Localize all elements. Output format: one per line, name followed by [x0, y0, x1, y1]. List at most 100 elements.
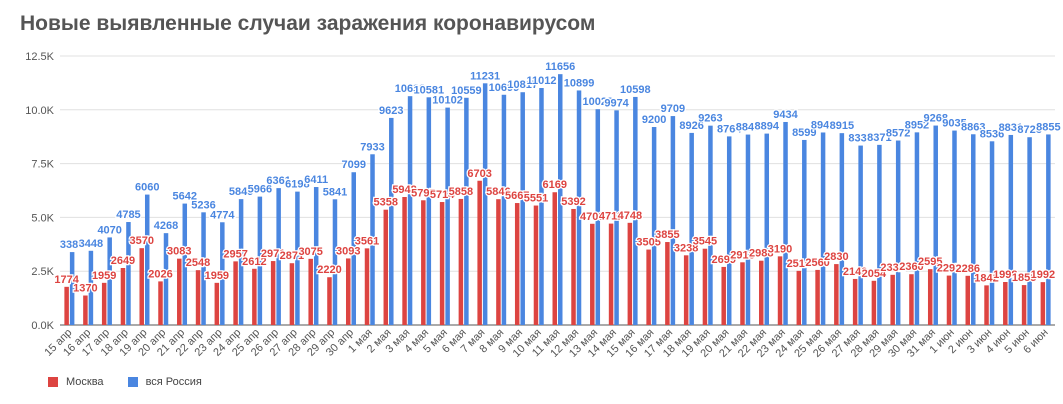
bar-moscow	[759, 260, 764, 325]
data-label-russia: 11012	[526, 75, 556, 87]
bar-moscow	[270, 261, 276, 325]
bar-moscow	[946, 275, 952, 325]
bar-moscow	[496, 199, 501, 325]
bar-russia	[295, 191, 300, 325]
data-label-russia: 4070	[97, 224, 121, 236]
bar-russia	[238, 199, 244, 325]
bar-moscow	[233, 261, 238, 325]
data-label-moscow: 3190	[768, 243, 792, 255]
bar-russia	[257, 196, 263, 325]
data-label-russia: 6198	[285, 179, 309, 191]
bar-russia	[1046, 134, 1051, 325]
legend-item-moscow[interactable]: Москва	[48, 376, 104, 388]
data-label-russia: 8926	[679, 120, 703, 132]
data-label-russia: 5966	[248, 184, 272, 196]
bar-russia	[389, 117, 394, 325]
bar-moscow	[83, 295, 88, 325]
data-label-russia: 7099	[341, 159, 365, 171]
bar-russia	[501, 94, 507, 325]
bar-russia	[426, 97, 432, 326]
data-label-russia: 5841	[323, 186, 347, 198]
bar-russia	[989, 141, 995, 325]
bar-moscow	[514, 203, 520, 325]
data-label-moscow: 2297	[937, 263, 961, 275]
chart-title: Новые выявленные случаи заражения корона…	[20, 12, 596, 35]
bar-moscow	[308, 258, 313, 325]
data-label-russia: 9623	[379, 105, 403, 117]
bar-russia	[708, 125, 713, 325]
bar-russia	[558, 74, 563, 326]
data-label-moscow: 2220	[317, 264, 341, 276]
data-label-moscow: 4748	[618, 210, 642, 222]
bar-moscow	[402, 196, 407, 325]
data-label-russia: 9035	[942, 118, 966, 130]
bar-russia	[144, 194, 150, 325]
bar-russia	[313, 187, 319, 325]
legend: Москва вся Россия	[48, 376, 226, 388]
bar-russia	[877, 144, 882, 325]
bar-russia	[332, 199, 338, 325]
data-label-moscow: 5551	[524, 193, 548, 205]
bar-moscow	[120, 267, 126, 325]
bar-russia	[520, 92, 525, 325]
data-label-moscow: 4703	[580, 211, 604, 223]
bar-moscow	[252, 268, 257, 325]
data-label-moscow: 3505	[636, 237, 660, 249]
bar-moscow	[1021, 285, 1027, 325]
y-tick-label: 7.5K	[31, 159, 54, 171]
bar-moscow	[101, 282, 107, 325]
bar-russia	[69, 252, 75, 325]
bar-moscow	[571, 208, 576, 325]
data-label-russia: 9709	[661, 103, 685, 115]
data-label-russia: 10598	[620, 84, 651, 96]
legend-item-russia[interactable]: вся Россия	[127, 376, 202, 388]
bar-moscow	[608, 223, 614, 325]
data-label-russia: 4774	[210, 209, 235, 221]
y-tick-label: 5.0K	[31, 212, 54, 224]
y-tick-label: 10.0K	[25, 105, 54, 117]
bar-russia	[670, 116, 676, 325]
bar-moscow	[327, 277, 332, 325]
data-label-russia: 6361	[266, 175, 290, 187]
bar-moscow	[627, 222, 633, 325]
data-label-russia: 4785	[116, 209, 140, 221]
bar-russia	[201, 212, 206, 325]
data-label-moscow: 2026	[148, 268, 172, 280]
bar-moscow	[1040, 282, 1046, 325]
data-label-russia: 11231	[470, 70, 500, 82]
bar-russia	[783, 121, 788, 326]
bar-moscow	[64, 286, 69, 325]
bar-moscow	[439, 202, 445, 325]
data-label-moscow: 2560	[805, 257, 829, 269]
data-label-russia: 6060	[135, 182, 159, 194]
bar-moscow	[364, 248, 370, 325]
bar-moscow	[852, 278, 858, 325]
data-label-russia: 8726	[1017, 124, 1041, 136]
data-label-moscow: 6703	[467, 168, 491, 180]
data-label-russia: 8572	[886, 128, 910, 140]
data-label-moscow: 1370	[73, 283, 97, 295]
bar-russia	[220, 222, 225, 325]
bar-moscow	[139, 248, 144, 325]
data-label-russia: 5849	[229, 186, 253, 198]
y-tick-label: 12.5K	[25, 51, 54, 63]
data-label-moscow: 1959	[205, 270, 229, 282]
legend-swatch-russia	[127, 377, 138, 387]
bar-russia	[482, 83, 488, 325]
data-label-moscow: 1998	[993, 269, 1017, 281]
bar-russia	[839, 133, 845, 325]
data-label-moscow: 5392	[561, 196, 585, 208]
data-label-moscow: 4712	[599, 211, 623, 223]
bar-russia	[1027, 137, 1032, 325]
data-label-russia: 9268	[923, 113, 947, 125]
bar-russia	[858, 145, 863, 325]
bar-moscow	[214, 282, 220, 325]
data-label-moscow: 3570	[129, 235, 153, 247]
data-label-moscow: 3545	[693, 236, 717, 248]
data-label-moscow: 1855	[1012, 272, 1036, 284]
data-label-russia: 8831	[999, 122, 1023, 134]
bar-russia	[407, 96, 413, 325]
bar-russia	[614, 110, 619, 325]
